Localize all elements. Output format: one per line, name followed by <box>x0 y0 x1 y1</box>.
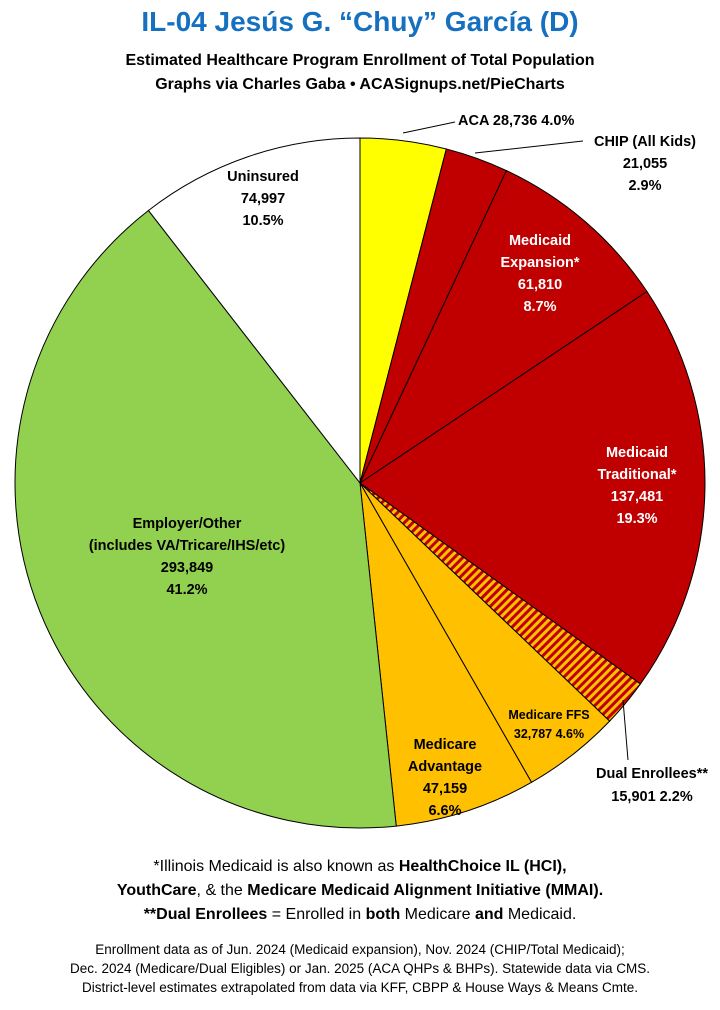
traditional-label-pct: 19.3% <box>616 511 657 527</box>
dual-label-value: 15,901 2.2% <box>611 789 693 805</box>
footnote-line-1: *Illinois Medicaid is also known as Heal… <box>153 858 567 875</box>
source-note: Enrollment data as of Jun. 2024 (Medicai… <box>0 940 720 997</box>
employer-label-line1: Employer/Other <box>133 516 242 532</box>
source-line-2: Dec. 2024 (Medicare/Dual Eligibles) or J… <box>70 961 650 976</box>
uninsured-label-name: Uninsured <box>227 169 299 185</box>
aca-label: ACA 28,736 4.0% <box>458 113 574 129</box>
ffs-label-name: Medicare FFS <box>508 708 589 722</box>
chip-label-value: 21,055 <box>623 156 667 172</box>
employer-label-pct: 41.2% <box>166 582 207 598</box>
uninsured-label-pct: 10.5% <box>242 213 283 229</box>
footnote-line-2: YouthCare, & the Medicare Medicaid Align… <box>116 882 604 899</box>
subtitle-line-1: Estimated Healthcare Program Enrollment … <box>125 52 595 69</box>
ffs-label-value: 32,787 4.6% <box>514 727 584 741</box>
aca-leader-line <box>402 121 456 134</box>
chart-title: IL-04 Jesús G. “Chuy” García (D) <box>141 6 579 37</box>
traditional-label-line1: Medicaid <box>606 445 668 461</box>
expansion-label-pct: 8.7% <box>523 299 556 315</box>
pie-slices <box>14 137 706 829</box>
expansion-label-line2: Expansion* <box>501 255 580 271</box>
chip-label-name: CHIP (All Kids) <box>594 134 696 150</box>
advantage-label-line2: Advantage <box>408 759 482 775</box>
advantage-label-value: 47,159 <box>423 781 467 797</box>
pie-slice-medicaid-traditional <box>359 290 706 685</box>
dual-leader-line <box>622 699 629 761</box>
employer-label-line2: (includes VA/Tricare/IHS/etc) <box>89 538 286 554</box>
source-line-3: District-level estimates extrapolated fr… <box>82 980 638 995</box>
uninsured-label-value: 74,997 <box>241 191 285 207</box>
advantage-label-line1: Medicare <box>414 737 477 753</box>
dual-label-name: Dual Enrollees** <box>596 766 708 782</box>
traditional-label-value: 137,481 <box>611 489 663 505</box>
pie-slice-medicare-advantage <box>359 482 533 827</box>
expansion-label-value: 61,810 <box>518 277 562 293</box>
pie-slice-medicaid-expansion <box>358 169 648 485</box>
medicaid-footnote: *Illinois Medicaid is also known as Heal… <box>0 855 720 927</box>
source-line-1: Enrollment data as of Jun. 2024 (Medicai… <box>95 942 625 957</box>
subtitle-line-2: Graphs via Charles Gaba • ACASignups.net… <box>155 76 565 93</box>
employer-label-value: 293,849 <box>161 560 213 576</box>
traditional-label-line2: Traditional* <box>598 467 677 483</box>
advantage-label-pct: 6.6% <box>428 803 461 819</box>
pie-slice-uninsured <box>147 137 361 485</box>
chip-leader-line <box>474 140 584 154</box>
pie-slice-employer-other-includes-va-tricare-ihs-etc <box>14 209 397 829</box>
expansion-label-line1: Medicaid <box>509 233 571 249</box>
footnote-line-3: **Dual Enrollees = Enrolled in both Medi… <box>143 906 577 923</box>
chart-subtitle: Estimated Healthcare Program Enrollment … <box>0 49 720 97</box>
leader-lines <box>402 121 629 761</box>
pie-chart: ACA 28,736 4.0% CHIP (All Kids) 21,055 2… <box>14 113 708 829</box>
chip-label-pct: 2.9% <box>628 178 661 194</box>
